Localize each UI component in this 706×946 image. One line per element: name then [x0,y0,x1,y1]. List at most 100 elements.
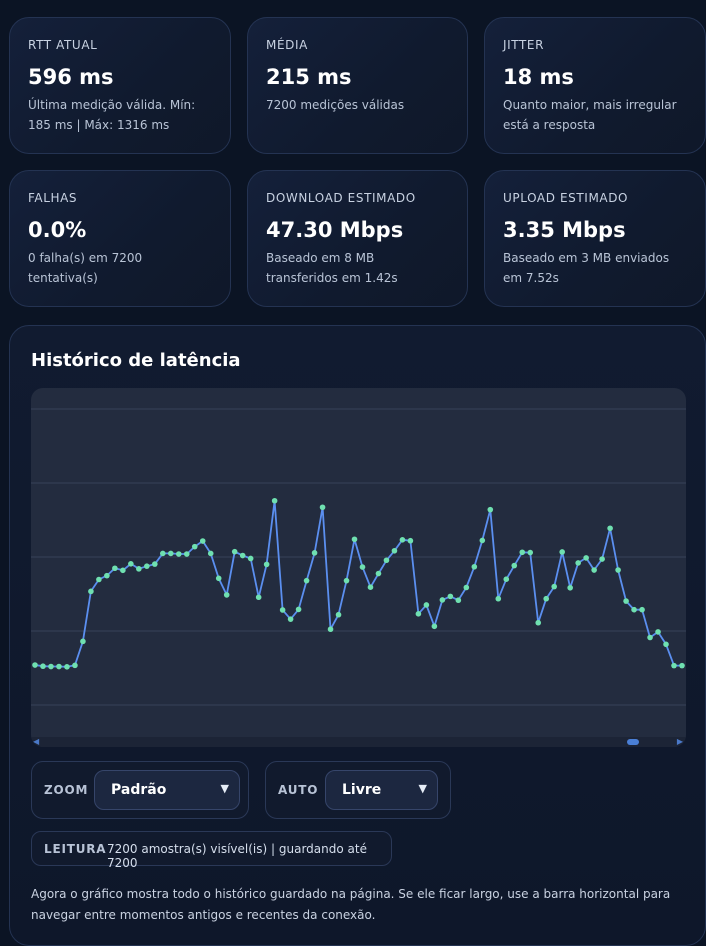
latency-history-panel: Histórico de latência ◀ ▶ ZOOM Padrão ▼ … [9,325,706,946]
stat-sub: Quanto maior, mais irregular está a resp… [503,98,677,132]
latency-point [519,549,526,556]
latency-point [647,634,653,641]
stat-label: DOWNLOAD ESTIMADO [266,191,416,205]
latency-point [479,537,486,544]
stat-value: 0.0% [28,218,87,242]
stat-value: 215 ms [266,65,352,89]
latency-chart[interactable]: ◀ ▶ [31,388,686,747]
latency-point [295,606,302,613]
stat-label: FALHAS [28,191,78,205]
stat-value: 18 ms [503,65,574,89]
latency-point [463,584,470,591]
latency-point [359,564,366,570]
latency-point [112,565,118,572]
latency-chart-svg [31,408,686,706]
zoom-select[interactable]: Padrão ▼ [94,770,240,810]
latency-point [567,584,573,591]
latency-point [599,556,605,562]
latency-point [303,577,310,584]
latency-point [447,593,454,600]
latency-point [423,602,430,608]
latency-point [263,561,270,568]
latency-point [495,595,502,602]
latency-point [223,592,230,598]
latency-series-line [34,499,682,668]
latency-point [551,583,557,590]
latency-point [375,570,382,577]
latency-point [367,584,374,590]
scroll-left-arrow-icon[interactable]: ◀ [33,737,40,746]
latency-point [279,607,286,613]
stat-sub: 7200 medições válidas [266,98,405,112]
reading-label: LEITURA [44,842,107,856]
latency-point [215,575,222,582]
panel-title: Histórico de latência [31,350,241,371]
stat-sub: Última medição válida. Mín: 185 ms | Máx… [28,98,196,132]
stat-label: JITTER [503,38,545,52]
stat-value: 596 ms [28,65,114,89]
latency-point [671,662,677,669]
latency-point [415,611,422,617]
latency-point [104,572,110,579]
latency-point [399,537,406,543]
latency-point [543,595,550,602]
latency-point [535,619,542,626]
auto-label: AUTO [278,783,319,797]
latency-point [607,525,613,532]
latency-point [455,597,462,604]
latency-point [639,606,645,613]
latency-point [32,662,38,668]
latency-point [391,547,398,554]
latency-point [120,567,126,574]
latency-point [503,576,510,582]
latency-point [575,560,581,566]
latency-point [583,555,589,561]
latency-point [287,616,294,622]
latency-point [255,594,262,601]
latency-point [351,536,358,543]
latency-point [271,497,278,504]
latency-point [319,504,326,511]
stat-card-falhas: FALHAS 0.0% 0 falha(s) em 7200 tentativa… [9,170,231,307]
stat-label: RTT ATUAL [28,38,98,52]
stat-sub: Baseado em 3 MB enviados em 7.52s [503,251,670,285]
latency-point [199,538,206,544]
latency-point [183,551,190,557]
stat-card-jitter: JITTER 18 ms Quanto maior, mais irregula… [484,17,706,154]
latency-point [655,629,661,635]
history-note: Agora o gráfico mostra todo o histórico … [31,887,671,922]
stat-label: MÉDIA [266,38,308,52]
latency-point [327,626,334,633]
stat-sub: 0 falha(s) em 7200 tentativa(s) [28,251,143,285]
latency-point [407,537,414,544]
latency-point [56,663,62,670]
stat-card-download: DOWNLOAD ESTIMADO 47.30 Mbps Baseado em … [247,170,468,307]
latency-point [511,562,518,569]
stat-value: 3.35 Mbps [503,218,626,242]
latency-point [247,555,254,562]
latency-point [175,551,182,557]
chart-horizontal-scrollbar[interactable]: ◀ ▶ [31,737,686,747]
latency-point [559,549,565,555]
latency-point [591,567,597,573]
latency-point [239,552,246,559]
scroll-right-arrow-icon[interactable]: ▶ [676,737,683,746]
latency-point [471,563,478,570]
latency-point [48,663,54,670]
latency-point [191,543,198,550]
latency-point [663,641,669,648]
latency-point [487,506,494,513]
stat-label: UPLOAD ESTIMADO [503,191,629,205]
latency-point [383,557,390,564]
latency-point [439,597,446,603]
auto-control: AUTO Livre ▼ [265,761,451,819]
auto-select-value: Livre [342,782,382,798]
auto-select[interactable]: Livre ▼ [325,770,438,810]
stat-card-upload: UPLOAD ESTIMADO 3.35 Mbps Baseado em 3 M… [484,170,706,307]
zoom-label: ZOOM [44,783,89,797]
scrollbar-thumb[interactable] [627,739,639,745]
latency-point [231,548,238,555]
latency-point [167,550,174,557]
stat-card-media: MÉDIA 215 ms 7200 medições válidas [247,17,468,154]
latency-point [80,638,86,645]
